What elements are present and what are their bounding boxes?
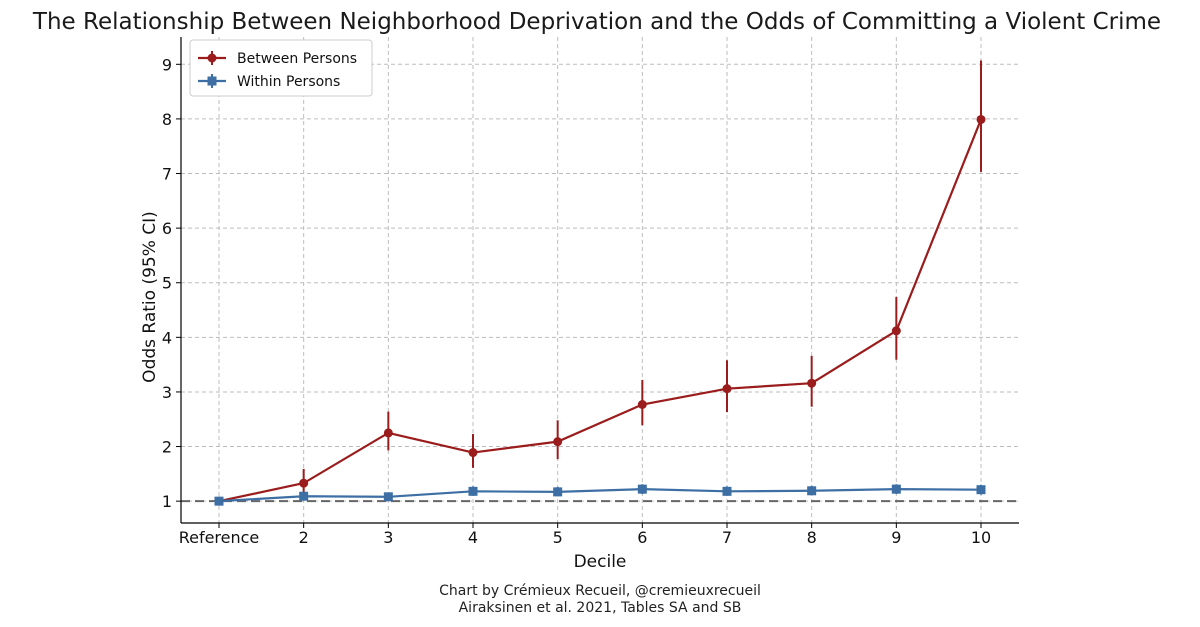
legend-box	[189, 39, 373, 97]
y-tick-label: 7	[162, 165, 172, 184]
data-point	[637, 400, 647, 410]
data-point	[299, 491, 309, 501]
x-tick-label: 5	[553, 528, 563, 547]
y-tick-label: 4	[162, 328, 172, 347]
x-axis-label: Decile	[574, 552, 627, 572]
y-tick-label: 6	[162, 219, 172, 238]
chart-title: The Relationship Between Neighborhood De…	[32, 9, 1161, 35]
axes	[176, 37, 1019, 528]
data-point	[722, 486, 732, 496]
y-axis-label: Odds Ratio (95% CI)	[140, 211, 160, 383]
data-point	[383, 492, 393, 502]
y-tick-label: 5	[162, 274, 172, 293]
legend-label: Within Persons	[237, 74, 340, 90]
grid	[181, 37, 1019, 523]
data-point	[976, 485, 986, 495]
series-within-persons	[214, 484, 986, 506]
data-point	[553, 487, 563, 497]
legend-label: Between Persons	[237, 51, 357, 67]
x-tick-label: 7	[722, 528, 732, 547]
data-point	[637, 484, 647, 494]
series-line	[218, 488, 982, 503]
data-point	[891, 484, 901, 494]
x-tick-label: 4	[468, 528, 478, 547]
series-line	[218, 119, 983, 503]
legend: Between Persons Within Persons	[189, 39, 373, 97]
x-tick-label: 6	[637, 528, 647, 547]
y-tick-label: 2	[162, 438, 172, 457]
series-group	[214, 60, 986, 506]
x-tick-label: 3	[383, 528, 393, 547]
legend-marker	[207, 76, 217, 86]
data-point	[976, 114, 986, 124]
y-tick-label: 8	[162, 110, 172, 129]
data-point	[214, 496, 224, 506]
credit-line-2: Airaksinen et al. 2021, Tables SA and SB	[459, 600, 742, 616]
credit-line-1: Chart by Crémieux Recueil, @cremieuxrecu…	[439, 583, 761, 599]
data-point	[468, 448, 478, 458]
data-point	[722, 384, 732, 394]
data-point	[299, 478, 309, 488]
y-tick-label: 3	[162, 383, 172, 402]
x-tick-label: 10	[971, 528, 991, 547]
y-tick-label: 9	[162, 55, 172, 74]
y-tick-label: 1	[162, 492, 172, 511]
x-tick-label: 8	[807, 528, 817, 547]
legend-entry-between-persons: Between Persons	[198, 51, 357, 67]
data-point	[807, 486, 817, 496]
legend-marker	[207, 53, 217, 63]
tick-labels: Reference 2 3 4 5 6 7 8 9 10 1 2 3 4 5 6 7 8 9	[162, 55, 991, 547]
data-point	[383, 428, 393, 438]
x-tick-label: 2	[299, 528, 309, 547]
data-point	[553, 437, 563, 447]
legend-entry-within-persons: Within Persons	[198, 74, 340, 90]
data-point	[891, 326, 901, 336]
data-point	[807, 378, 817, 388]
data-point	[468, 486, 478, 496]
x-tick-label: 9	[891, 528, 901, 547]
x-tick-label: Reference	[179, 528, 260, 547]
